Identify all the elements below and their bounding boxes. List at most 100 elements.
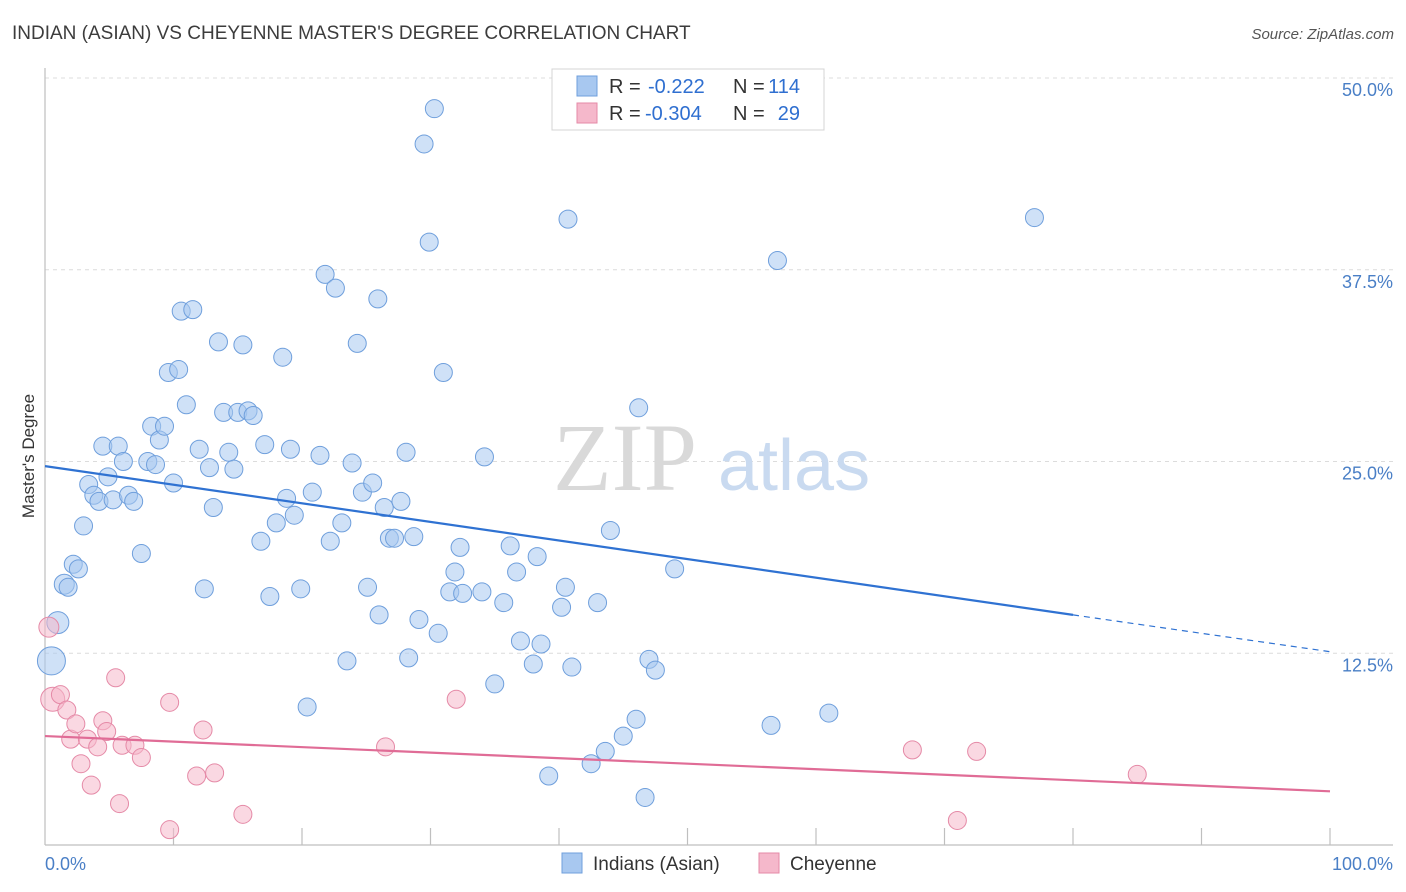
point-indians-45 [273,347,293,367]
point-indians-93 [552,597,572,617]
point-indians-51 [302,482,322,502]
point-indians-63 [368,289,388,309]
point-indians-41 [251,531,271,551]
point-indians-31 [199,458,219,478]
point-indians-104 [635,787,655,807]
point-indians-74 [419,232,439,252]
x-tick-labels: 0.0% 100.0% [45,854,1393,874]
point-indians-62 [363,473,383,493]
point-indians-56 [332,513,352,533]
point-indians-59 [347,333,367,353]
point-indians-30 [194,579,214,599]
point-indians-97 [581,754,601,774]
point-indians-79 [445,562,465,582]
point-indians-14 [113,452,133,471]
point-indians-65 [374,498,394,518]
y-tick-label-0: 12.5% [1342,655,1393,675]
point-indians-33 [208,332,228,352]
point-indians-49 [291,579,311,599]
point-indians-77 [433,363,453,383]
point-indians-29 [189,439,209,459]
point-indians-16 [124,491,144,511]
point-indians-42 [255,435,275,455]
point-cheyenne-17 [160,820,180,840]
point-indians-54 [320,531,340,551]
point-cheyenne-3 [57,700,77,720]
point-indians-6 [74,516,94,536]
series-legend-label-cheyenne: Cheyenne [790,854,877,875]
point-indians-44 [266,513,286,533]
point-cheyenne-0 [38,616,60,638]
point-indians-81 [453,583,473,603]
point-indians-107 [665,559,685,579]
point-indians-90 [527,547,547,567]
point-indians-69 [396,442,416,462]
legend-r-label-cheyenne: R = [609,103,641,125]
correlation-legend: R = -0.222 N = 114 R = -0.304 N = 29 [551,68,825,131]
legend-n-value-cheyenne: 29 [778,103,800,125]
point-cheyenne-5 [66,714,86,734]
point-cheyenne-6 [71,754,91,774]
y-tick-labels: 12.5% 25.0% 37.5% 50.0% [1342,80,1393,675]
point-indians-89 [523,654,543,674]
point-indians-94 [555,577,575,597]
point-indians-101 [613,726,633,746]
point-indians-57 [337,651,357,671]
point-cheyenne-11 [97,721,117,741]
point-indians-103 [629,398,649,418]
point-cheyenne-24 [446,689,466,709]
point-indians-36 [224,459,244,479]
legend-swatch-indians [576,75,598,97]
point-cheyenne-21 [205,763,225,783]
point-cheyenne-18 [160,692,180,712]
series-indians-asian-points [36,99,1044,807]
point-indians-82 [472,582,492,602]
x-tick-label-0: 0.0% [45,854,86,874]
point-cheyenne-13 [110,794,130,814]
series-cheyenne-points [38,616,1147,840]
point-indians-75 [424,99,444,119]
y-tick-label-3: 50.0% [1342,80,1393,100]
point-indians-91 [531,634,551,654]
series-legend-swatch-indians [561,852,583,874]
point-indians-61 [358,577,378,597]
point-indians-109 [767,251,787,271]
point-indians-58 [342,453,362,473]
chart-source: Source: ZipAtlas.com [1251,26,1394,43]
x-axis-minor-ticks [172,828,1331,845]
legend-r-label-indians: R = [609,76,641,98]
point-indians-71 [404,527,424,547]
point-indians-110 [819,703,839,723]
point-indians-47 [280,439,300,459]
point-cheyenne-26 [947,810,967,830]
point-indians-17 [131,544,151,564]
point-indians-53 [315,264,335,284]
point-indians-35 [219,442,239,462]
trend-lines [44,465,1331,793]
x-tick-label-1: 100.0% [1332,854,1393,874]
series-legend-label-indians: Indians (Asian) [593,854,720,875]
point-cheyenne-25 [902,740,922,760]
point-indians-0 [36,646,66,676]
point-indians-32 [203,498,223,518]
point-indians-99 [595,741,615,761]
series-legend: Indians (Asian) Cheyenne [561,852,877,875]
point-cheyenne-23 [376,737,396,757]
gridlines [45,77,1393,654]
point-indians-85 [494,593,514,613]
point-indians-48 [284,505,304,525]
point-indians-100 [600,521,620,541]
point-indians-102 [626,709,646,729]
point-indians-55 [325,278,345,298]
point-indians-5 [68,559,88,579]
point-indians-108 [761,715,781,735]
point-indians-52 [310,445,330,465]
point-indians-50 [297,697,317,717]
y-axis-label: Master's Degree [19,394,38,518]
point-cheyenne-19 [187,766,207,786]
point-indians-40 [243,405,263,425]
point-indians-70 [399,648,419,668]
legend-n-label-indians: N = [733,76,765,98]
point-indians-46 [277,488,297,508]
